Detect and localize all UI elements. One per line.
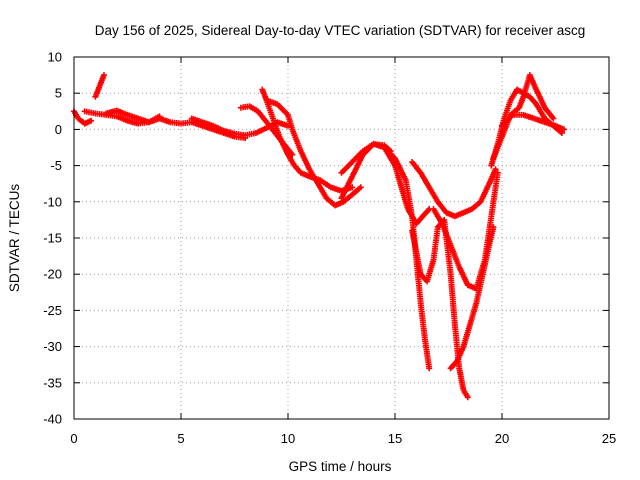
axis-ticks: 10 5 0 -5 -10 -15 -20 -25 -30 -35 -40 0 5 10 15 20 25 xyxy=(43,50,616,447)
series-track-l xyxy=(409,159,499,220)
series-track-r xyxy=(499,111,568,133)
series-track-i xyxy=(338,140,433,227)
series-markers xyxy=(447,224,497,372)
y-tick-label: -35 xyxy=(43,375,62,390)
grid-lines xyxy=(74,57,609,419)
y-tick-label: -15 xyxy=(43,231,62,246)
data-points xyxy=(71,72,568,401)
series-track-o xyxy=(447,224,497,372)
series-track-d xyxy=(103,107,163,126)
series-markers xyxy=(92,72,107,100)
x-axis-label: GPS time / hours xyxy=(289,459,392,474)
series-markers xyxy=(259,86,356,194)
x-tick-label: 20 xyxy=(495,431,509,446)
chart-title: Day 156 of 2025, Sidereal Day-to-day VTE… xyxy=(95,23,585,38)
y-axis-label: SDTVAR / TECUs xyxy=(7,184,22,293)
x-tick-label: 10 xyxy=(281,431,295,446)
series-markers xyxy=(103,107,163,126)
y-tick-label: 10 xyxy=(48,50,62,65)
series-track-c xyxy=(92,72,107,100)
series-markers xyxy=(263,97,364,209)
series-track-h xyxy=(263,97,364,209)
y-tick-label: -20 xyxy=(43,267,62,282)
y-tick-label: -30 xyxy=(43,339,62,354)
y-tick-label: 0 xyxy=(55,122,62,137)
y-tick-label: -5 xyxy=(50,158,62,173)
y-tick-label: -10 xyxy=(43,194,62,209)
series-markers xyxy=(499,111,568,133)
x-tick-label: 0 xyxy=(70,431,77,446)
x-tick-label: 5 xyxy=(177,431,184,446)
series-track-g xyxy=(259,86,356,194)
y-tick-label: 5 xyxy=(55,86,62,101)
x-tick-label: 25 xyxy=(602,431,616,446)
y-tick-label: -25 xyxy=(43,303,62,318)
series-markers xyxy=(409,216,471,401)
y-tick-label: -40 xyxy=(43,412,62,427)
x-tick-label: 15 xyxy=(388,431,402,446)
series-markers xyxy=(409,159,499,220)
series-track-m xyxy=(409,216,471,401)
series-markers xyxy=(338,140,433,227)
